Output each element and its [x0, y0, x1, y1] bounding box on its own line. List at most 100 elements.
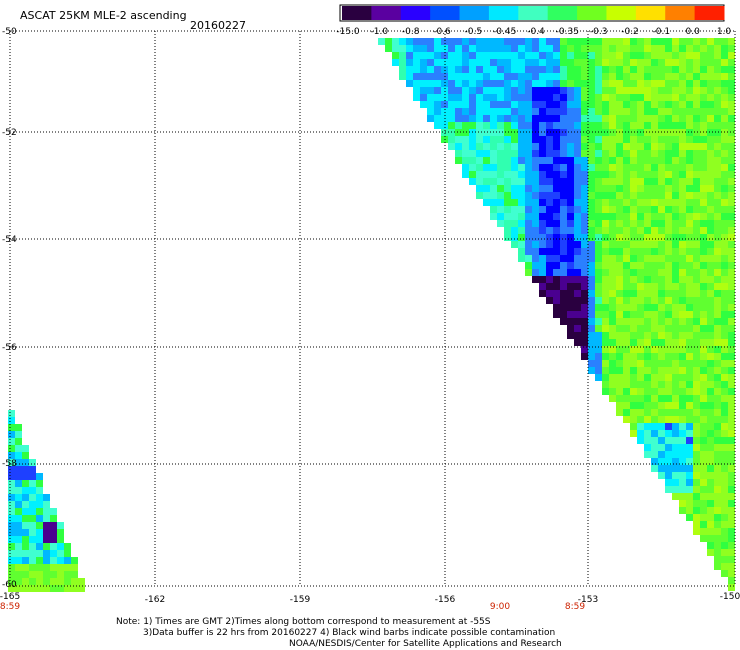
data-cell	[504, 73, 511, 80]
data-cell	[616, 269, 623, 276]
data-cell	[532, 115, 539, 122]
data-cell	[420, 59, 427, 66]
data-cell	[658, 255, 665, 262]
data-cell	[672, 234, 679, 241]
data-cell	[714, 486, 721, 493]
data-cell	[693, 353, 700, 360]
data-cell	[595, 73, 602, 80]
data-cell	[714, 255, 721, 262]
data-cell	[623, 255, 630, 262]
data-cell	[539, 269, 546, 276]
data-cell	[36, 550, 43, 557]
data-cell	[623, 409, 630, 416]
data-cell	[609, 192, 616, 199]
data-cell	[679, 101, 686, 108]
data-cell	[714, 199, 721, 206]
data-cell	[602, 178, 609, 185]
data-cell	[686, 269, 693, 276]
data-cell	[665, 276, 672, 283]
data-cell	[497, 171, 504, 178]
data-cell	[651, 325, 658, 332]
data-cell	[728, 241, 735, 248]
data-cell	[679, 451, 686, 458]
data-cell	[637, 402, 644, 409]
data-cell	[672, 297, 679, 304]
data-cell	[560, 45, 567, 52]
data-cell	[693, 304, 700, 311]
data-cell	[29, 501, 36, 508]
data-cell	[581, 311, 588, 318]
data-cell	[616, 276, 623, 283]
data-cell	[672, 318, 679, 325]
data-cell	[567, 52, 574, 59]
data-cell	[721, 318, 728, 325]
data-cell	[588, 87, 595, 94]
data-cell	[504, 122, 511, 129]
data-cell	[616, 171, 623, 178]
data-cell	[609, 346, 616, 353]
data-cell	[672, 185, 679, 192]
data-cell	[602, 269, 609, 276]
data-cell	[693, 171, 700, 178]
data-cell	[609, 276, 616, 283]
data-cell	[623, 388, 630, 395]
data-cell	[476, 108, 483, 115]
data-cell	[672, 430, 679, 437]
data-cell	[679, 80, 686, 87]
data-cell	[728, 171, 735, 178]
data-cell	[679, 283, 686, 290]
data-cell	[707, 430, 714, 437]
data-cell	[714, 262, 721, 269]
data-cell	[679, 479, 686, 486]
data-cell	[672, 227, 679, 234]
data-cell	[525, 52, 532, 59]
data-cell	[728, 409, 735, 416]
data-cell	[707, 255, 714, 262]
data-cell	[504, 80, 511, 87]
data-cell	[29, 550, 36, 557]
data-cell	[553, 213, 560, 220]
data-cell	[728, 549, 735, 556]
data-cell	[462, 101, 469, 108]
data-cell	[728, 535, 735, 542]
data-cell	[420, 52, 427, 59]
data-cell	[658, 290, 665, 297]
data-cell	[609, 227, 616, 234]
data-cell	[553, 38, 560, 45]
data-cell	[574, 220, 581, 227]
data-cell	[630, 227, 637, 234]
data-cell	[623, 52, 630, 59]
data-cell	[707, 402, 714, 409]
data-cell	[679, 486, 686, 493]
data-cell	[567, 73, 574, 80]
data-cell	[693, 472, 700, 479]
data-cell	[679, 220, 686, 227]
data-cell	[588, 213, 595, 220]
data-cell	[672, 311, 679, 318]
data-cell	[686, 150, 693, 157]
data-cell	[455, 122, 462, 129]
data-cell	[714, 374, 721, 381]
data-cell	[665, 150, 672, 157]
data-cell	[64, 585, 71, 592]
data-cell	[469, 171, 476, 178]
data-cell	[665, 269, 672, 276]
data-cell	[490, 73, 497, 80]
data-cell	[693, 101, 700, 108]
data-cell	[679, 318, 686, 325]
data-cell	[728, 556, 735, 563]
data-cell	[707, 178, 714, 185]
data-cell	[539, 94, 546, 101]
data-cell	[686, 444, 693, 451]
data-cell	[658, 108, 665, 115]
data-cell	[413, 87, 420, 94]
data-cell	[672, 192, 679, 199]
data-cell	[693, 437, 700, 444]
data-cell	[721, 255, 728, 262]
data-cell	[539, 234, 546, 241]
data-cell	[700, 199, 707, 206]
data-cell	[623, 234, 630, 241]
data-cell	[574, 276, 581, 283]
data-cell	[721, 87, 728, 94]
data-cell	[637, 430, 644, 437]
